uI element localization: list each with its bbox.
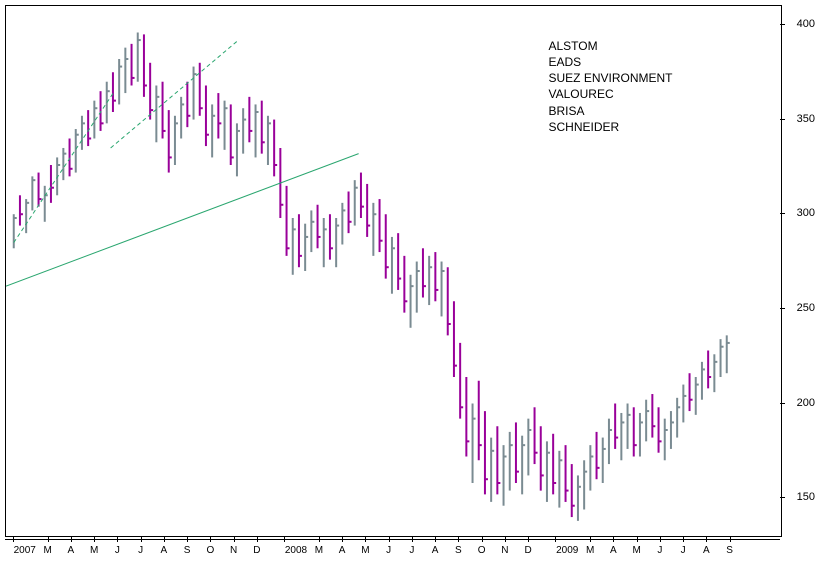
y-tick [780, 119, 785, 120]
x-label: A [610, 545, 617, 556]
legend-item: SCHNEIDER [549, 119, 673, 135]
x-tick [412, 537, 413, 542]
legend-item: VALOUREC [549, 86, 673, 102]
x-label: J [657, 545, 662, 556]
x-tick [319, 537, 320, 542]
x-tick [730, 537, 731, 542]
y-label: 350 [797, 113, 815, 125]
x-tick [117, 537, 118, 542]
x-axis: 2007 M A M J J A S O N D 2008 M A M J J A S O N D 2009 M A M J J A S [5, 539, 780, 564]
x-tick [284, 537, 285, 542]
x-label: M [632, 545, 640, 556]
x-tick [482, 537, 483, 542]
x-tick [94, 537, 95, 542]
legend-item: BRISA [549, 103, 673, 119]
x-label: M [315, 545, 323, 556]
x-tick [234, 537, 235, 542]
x-tick [365, 537, 366, 542]
x-label: A [161, 545, 168, 556]
x-label: J [681, 545, 686, 556]
x-tick [164, 537, 165, 542]
y-label: 300 [797, 207, 815, 219]
y-tick [780, 213, 785, 214]
x-tick [141, 537, 142, 542]
x-label: A [432, 545, 439, 556]
x-label: M [43, 545, 51, 556]
x-tick [555, 537, 556, 542]
y-tick [780, 308, 785, 309]
x-label: A [339, 545, 346, 556]
x-tick [706, 537, 707, 542]
x-tick [435, 537, 436, 542]
x-label: D [525, 545, 532, 556]
x-tick [637, 537, 638, 542]
y-label: 200 [797, 397, 815, 409]
x-label: N [230, 545, 237, 556]
y-label: 150 [797, 491, 815, 503]
x-tick [389, 537, 390, 542]
y-axis: 150 200 250 300 350 400 [785, 5, 817, 535]
x-label: S [726, 545, 733, 556]
x-label: D [253, 545, 260, 556]
x-tick [660, 537, 661, 542]
x-tick [48, 537, 49, 542]
plot-area: ALSTOMEADSSUEZ ENVIRONMENTVALOURECBRISAS… [5, 5, 782, 537]
x-tick [590, 537, 591, 542]
x-label: M [586, 545, 594, 556]
x-tick [13, 537, 14, 542]
y-tick [780, 24, 785, 25]
legend-item: EADS [549, 54, 673, 70]
chart-container: ALSTOMEADSSUEZ ENVIRONMENTVALOURECBRISAS… [0, 0, 817, 564]
x-tick [613, 537, 614, 542]
x-label: M [90, 545, 98, 556]
y-tick [780, 497, 785, 498]
x-tick [683, 537, 684, 542]
x-label: 2007 [14, 545, 36, 556]
x-label: N [501, 545, 508, 556]
y-label: 400 [797, 18, 815, 30]
x-label: 2008 [285, 545, 307, 556]
legend: ALSTOMEADSSUEZ ENVIRONMENTVALOURECBRISAS… [549, 38, 673, 135]
x-label: J [138, 545, 143, 556]
x-label: J [409, 545, 414, 556]
x-label: S [455, 545, 462, 556]
x-label: O [206, 545, 214, 556]
y-tick [780, 403, 785, 404]
y-label: 250 [797, 302, 815, 314]
x-label: J [386, 545, 391, 556]
x-tick [342, 537, 343, 542]
legend-item: ALSTOM [549, 38, 673, 54]
x-tick [257, 537, 258, 542]
x-tick [187, 537, 188, 542]
legend-item: SUEZ ENVIRONMENT [549, 70, 673, 86]
x-label: M [361, 545, 369, 556]
x-label: A [68, 545, 75, 556]
x-tick [458, 537, 459, 542]
x-label: A [703, 545, 710, 556]
x-label: O [478, 545, 486, 556]
x-tick [71, 537, 72, 542]
x-label: S [184, 545, 191, 556]
x-tick [210, 537, 211, 542]
x-tick [528, 537, 529, 542]
x-label: 2009 [556, 545, 578, 556]
x-label: J [115, 545, 120, 556]
x-tick [505, 537, 506, 542]
